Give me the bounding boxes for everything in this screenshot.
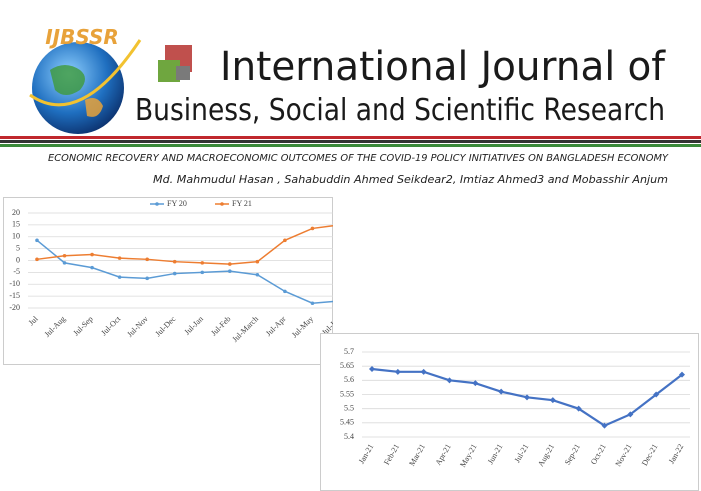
point xyxy=(117,256,122,260)
point xyxy=(524,394,530,401)
point xyxy=(255,272,260,277)
legend-label: FY 21 xyxy=(232,199,252,208)
y-tick-label: 20 xyxy=(12,208,20,217)
y-tick-label: -20 xyxy=(9,303,20,312)
point xyxy=(394,368,401,375)
point xyxy=(679,371,685,378)
y-tick-label: 5.65 xyxy=(340,361,354,370)
point xyxy=(575,405,582,412)
logo-text: IJBSSR xyxy=(45,25,119,49)
paper-authors: Md. Mahmudul Hasan , Sahabuddin Ahmed Se… xyxy=(153,174,668,186)
y-tick-label: -10 xyxy=(9,279,20,288)
point xyxy=(172,259,177,264)
legend-swatch xyxy=(155,202,159,206)
point xyxy=(255,259,260,264)
point xyxy=(627,411,634,418)
y-tick-label: 5.45 xyxy=(340,418,354,427)
logo: IJBSSR xyxy=(29,25,142,134)
y-tick-label: 5.5 xyxy=(344,403,354,412)
stripe xyxy=(0,140,701,143)
logo-square xyxy=(176,66,190,80)
point xyxy=(228,269,232,273)
y-tick-label: 5.55 xyxy=(340,389,354,398)
y-tick-label: 15 xyxy=(12,220,20,229)
point xyxy=(200,270,205,275)
paper-title: ECONOMIC RECOVERY AND MACROECONOMIC OUTC… xyxy=(48,153,669,164)
point xyxy=(601,422,608,429)
point xyxy=(420,368,427,375)
y-tick-label: 5 xyxy=(16,243,20,252)
y-tick-label: 10 xyxy=(12,232,20,241)
point xyxy=(90,265,94,270)
point xyxy=(338,299,342,303)
y-tick-label: 5.4 xyxy=(344,432,354,441)
logo-square xyxy=(158,60,180,82)
series-line xyxy=(36,239,333,305)
point xyxy=(172,271,177,276)
y-tick-label: 5.7 xyxy=(344,347,354,356)
y-tick-label: 5.6 xyxy=(344,375,354,384)
point xyxy=(62,253,67,258)
journal-subtitle: Business, Social and Scientific Research xyxy=(135,93,665,128)
point xyxy=(310,226,315,231)
point xyxy=(35,238,39,243)
point xyxy=(228,262,232,266)
point xyxy=(338,223,342,227)
point xyxy=(145,276,149,281)
journal-title: International Journal of xyxy=(220,44,666,90)
point xyxy=(90,252,94,257)
stripe xyxy=(0,144,701,147)
y-tick-label: -15 xyxy=(9,291,20,300)
point xyxy=(117,275,122,279)
point xyxy=(498,388,505,395)
legend-swatch xyxy=(220,202,224,206)
point xyxy=(283,289,287,294)
point xyxy=(35,257,39,262)
point xyxy=(549,397,556,404)
point xyxy=(472,380,479,387)
point xyxy=(310,301,315,306)
stripe xyxy=(0,136,701,139)
point xyxy=(446,377,453,384)
point xyxy=(653,391,660,398)
point xyxy=(369,366,375,372)
y-tick-label: 0 xyxy=(16,255,20,264)
y-tick-label: -5 xyxy=(13,267,20,276)
series-line xyxy=(36,225,333,265)
legend-label: FY 20 xyxy=(167,199,187,208)
point xyxy=(283,238,287,243)
point xyxy=(200,261,205,265)
point xyxy=(145,257,149,262)
point xyxy=(62,261,67,265)
